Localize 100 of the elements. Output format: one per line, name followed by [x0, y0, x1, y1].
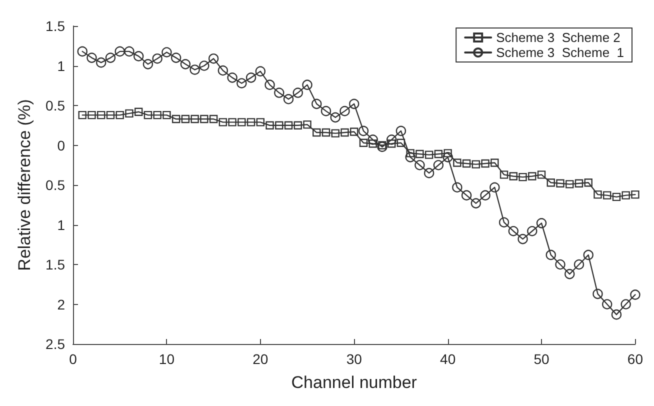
point: [246, 72, 256, 83]
point: [284, 121, 293, 130]
point: [266, 121, 274, 130]
point: [349, 98, 360, 110]
point: [564, 268, 575, 280]
point: [275, 121, 284, 130]
point: [78, 110, 86, 120]
point: [424, 150, 434, 159]
point: [322, 128, 330, 137]
y-tick-label: 2: [57, 296, 66, 312]
point: [527, 226, 538, 236]
point: [444, 149, 452, 158]
point: [546, 178, 555, 187]
point: [292, 88, 303, 98]
point: [452, 182, 462, 192]
point: [434, 150, 443, 158]
point: [302, 80, 312, 90]
point: [518, 172, 527, 182]
point: [594, 190, 602, 199]
point: [387, 140, 396, 148]
point: [386, 134, 397, 145]
point: [190, 114, 199, 124]
point: [536, 218, 547, 228]
point: [433, 160, 444, 170]
point: [152, 53, 162, 64]
point: [583, 250, 594, 260]
point: [134, 51, 144, 62]
point: [378, 141, 386, 150]
point: [470, 198, 482, 208]
point: [238, 118, 246, 126]
point: [88, 110, 96, 120]
point: [114, 46, 125, 57]
point: [498, 217, 510, 228]
y-tick-label: 1.5: [46, 256, 66, 272]
y-tick-label: 1: [57, 58, 66, 74]
point: [255, 66, 266, 76]
point: [620, 299, 631, 310]
point: [472, 160, 480, 168]
point: [142, 59, 154, 70]
point: [320, 106, 332, 116]
point: [358, 126, 369, 136]
point: [368, 134, 378, 145]
point: [172, 114, 180, 124]
point: [480, 190, 490, 200]
point: [331, 129, 340, 138]
point: [116, 110, 124, 120]
point: [218, 65, 228, 76]
x-tick-label: 10: [158, 351, 175, 367]
point: [490, 182, 500, 192]
point: [490, 158, 499, 167]
point: [416, 150, 424, 158]
point: [228, 118, 236, 126]
point: [574, 259, 584, 270]
point: [602, 299, 612, 310]
point: [312, 128, 321, 137]
point: [125, 109, 134, 118]
point: [414, 160, 425, 170]
legend-label: Scheme 3 Scheme 1: [496, 45, 624, 60]
point: [424, 168, 434, 178]
x-tick-label: 60: [627, 351, 644, 367]
point: [584, 178, 592, 187]
point: [500, 170, 508, 179]
point: [396, 126, 406, 136]
point: [442, 152, 453, 162]
point: [377, 142, 388, 152]
y-tick-label: 1: [57, 216, 66, 233]
point: [181, 114, 190, 124]
point: [162, 47, 172, 58]
point: [96, 57, 106, 68]
point: [340, 128, 349, 137]
point: [461, 190, 472, 200]
point: [340, 106, 350, 116]
point: [359, 138, 368, 147]
point: [97, 110, 106, 120]
point: [162, 110, 171, 120]
point: [612, 192, 621, 202]
point: [200, 114, 208, 124]
point: [105, 52, 116, 63]
point: [556, 179, 564, 188]
point: [274, 88, 284, 98]
point: [86, 52, 97, 63]
point: [312, 98, 322, 110]
point: [592, 288, 603, 300]
point: [631, 190, 640, 199]
point: [180, 59, 191, 70]
point: [144, 110, 152, 120]
x-tick-label: 50: [534, 351, 550, 367]
point: [246, 118, 256, 126]
point: [294, 121, 302, 130]
point: [283, 94, 294, 104]
point: [518, 234, 528, 244]
point: [227, 72, 238, 83]
point: [603, 191, 612, 200]
y-axis-title: Relative difference (%): [15, 99, 34, 271]
x-tick-label: 20: [252, 351, 268, 367]
point: [555, 259, 566, 270]
point: [630, 290, 640, 300]
point: [303, 120, 312, 129]
point: [153, 110, 162, 120]
point: [350, 128, 358, 136]
